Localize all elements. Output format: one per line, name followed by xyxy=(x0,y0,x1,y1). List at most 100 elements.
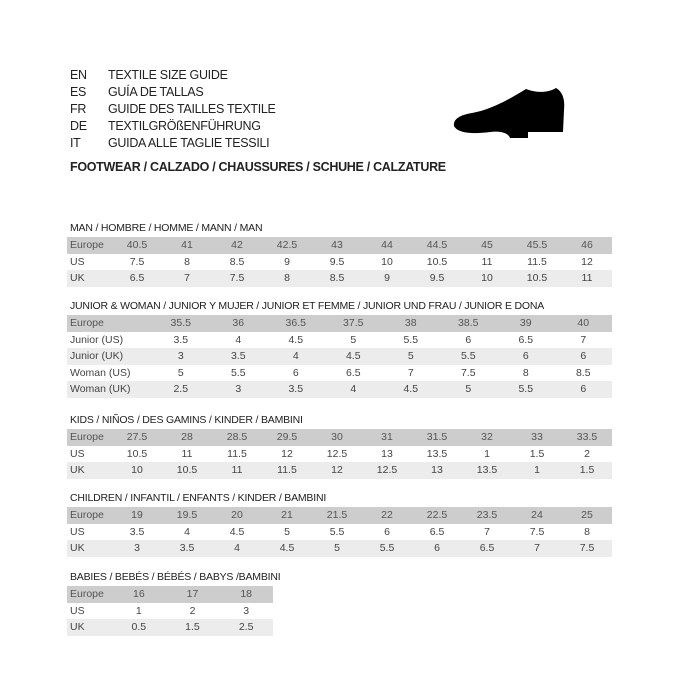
size-cell: 10 xyxy=(112,462,162,479)
size-cell: 7 xyxy=(382,364,440,381)
row-label: Junior (UK) xyxy=(67,348,152,365)
size-table: Europe 27.5 28 28.5 29.5 30 31 31.5 32 33 33.5 US 10… xyxy=(67,429,612,479)
table-row: US 3.5 4 4.5 5 5.5 6 6.5 7 7.5 8 xyxy=(67,523,612,540)
size-cell: 11.5 xyxy=(262,462,312,479)
size-cell: 9.5 xyxy=(312,253,362,270)
size-cell: 39 xyxy=(497,315,555,332)
size-cell: 3.5 xyxy=(267,381,325,398)
table-row: Europe 40.5 41 42 42.5 43 44 44.5 45 45.5 46 xyxy=(67,237,612,254)
size-cell: 11.5 xyxy=(512,253,562,270)
size-cell: 4 xyxy=(324,381,382,398)
size-cell: 7.5 xyxy=(439,364,497,381)
size-cell: 11 xyxy=(462,253,512,270)
size-cell: 6.5 xyxy=(112,270,162,287)
size-cell: 37.5 xyxy=(324,315,382,332)
size-section: MAN / HOMBRE / HOMME / MANN / MAN Europe 4… xyxy=(67,221,612,287)
row-label: Woman (US) xyxy=(67,364,152,381)
size-cell: 22 xyxy=(362,507,412,524)
language-code: EN xyxy=(70,68,87,82)
table-row: Europe 35.5 36 36.5 37.5 38 38.5 39 40 xyxy=(67,315,612,332)
size-cell: 7 xyxy=(512,540,562,557)
size-cell: 8.5 xyxy=(554,364,612,381)
size-cell: 33 xyxy=(512,429,562,446)
size-cell: 13.5 xyxy=(462,462,512,479)
size-cell: 3 xyxy=(219,602,273,619)
section-title: BABIES / BEBÉS / BÉBÉS / BABYS /BAMBINI xyxy=(70,571,281,583)
size-cell: 5.5 xyxy=(382,331,440,348)
section-title: KIDS / NIÑOS / DES GAMINS / KINDER / BAM… xyxy=(70,414,303,426)
size-cell: 4.5 xyxy=(262,540,312,557)
table-row: Europe 16 17 18 xyxy=(67,586,273,603)
size-cell: 28.5 xyxy=(212,429,262,446)
row-label: Europe xyxy=(67,429,112,446)
language-code: ES xyxy=(70,85,87,99)
size-cell: 4 xyxy=(212,540,262,557)
size-cell: 5.5 xyxy=(209,364,267,381)
size-table: Europe 40.5 41 42 42.5 43 44 44.5 45 45.5 46 US 7.5 8… xyxy=(67,237,612,287)
row-label: Junior (US) xyxy=(67,331,152,348)
row-label: UK xyxy=(67,540,112,557)
size-cell: 2 xyxy=(165,602,220,619)
row-label: Europe xyxy=(67,507,112,524)
table-row: US 1 2 3 xyxy=(67,602,273,619)
language-code: DE xyxy=(70,119,87,133)
row-label: Europe xyxy=(67,586,112,603)
row-label: Woman (UK) xyxy=(67,381,152,398)
size-cell: 4.5 xyxy=(267,331,325,348)
size-cell: 36.5 xyxy=(267,315,325,332)
size-cell: 5 xyxy=(152,364,210,381)
table-row: Woman (US) 5 5.5 6 6.5 7 7.5 8 8.5 xyxy=(67,364,612,381)
size-cell: 25 xyxy=(562,507,612,524)
table-row: UK 3 3.5 4 4.5 5 5.5 6 6.5 7 7.5 xyxy=(67,540,612,557)
size-cell: 10.5 xyxy=(112,445,162,462)
size-cell: 24 xyxy=(512,507,562,524)
size-cell: 6.5 xyxy=(412,523,462,540)
size-table: Europe 35.5 36 36.5 37.5 38 38.5 39 40 Junior (US… xyxy=(67,315,612,398)
size-cell: 5 xyxy=(382,348,440,365)
size-cell: 2.5 xyxy=(152,381,210,398)
shoe-icon xyxy=(453,88,565,138)
size-cell: 22.5 xyxy=(412,507,462,524)
size-cell: 35.5 xyxy=(152,315,210,332)
size-cell: 38.5 xyxy=(439,315,497,332)
size-cell: 21.5 xyxy=(312,507,362,524)
language-title: TEXTILE SIZE GUIDE xyxy=(108,68,228,82)
size-section: JUNIOR & WOMAN / JUNIOR Y MUJER / JUNIOR… xyxy=(67,299,612,398)
size-cell: 7.5 xyxy=(512,523,562,540)
size-cell: 16 xyxy=(112,586,166,603)
size-cell: 40.5 xyxy=(112,237,162,254)
language-row-fr: FR GUIDE DES TAILLES TEXTILE xyxy=(70,101,276,118)
size-cell: 1.5 xyxy=(512,445,562,462)
table-row: Woman (UK) 2.5 3 3.5 4 4.5 5 5.5 6 xyxy=(67,381,612,398)
size-cell: 3 xyxy=(112,540,162,557)
size-cell: 27.5 xyxy=(112,429,162,446)
language-title: GUIDA ALLE TAGLIE TESSILI xyxy=(108,136,270,150)
table-row: Junior (US) 3.5 4 4.5 5 5.5 6 6.5 7 xyxy=(67,331,612,348)
size-cell: 8 xyxy=(497,364,555,381)
size-cell: 29.5 xyxy=(262,429,312,446)
size-cell: 11 xyxy=(162,445,212,462)
size-cell: 23.5 xyxy=(462,507,512,524)
size-cell: 19 xyxy=(112,507,162,524)
size-cell: 12 xyxy=(562,253,612,270)
size-cell: 32 xyxy=(462,429,512,446)
size-cell: 12 xyxy=(312,462,362,479)
size-cell: 8 xyxy=(562,523,612,540)
size-cell: 5.5 xyxy=(312,523,362,540)
language-row-es: ES GUÍA DE TALLAS xyxy=(70,84,276,101)
size-cell: 6 xyxy=(439,331,497,348)
size-cell: 45.5 xyxy=(512,237,562,254)
row-label: UK xyxy=(67,619,112,636)
row-label: US xyxy=(67,602,112,619)
size-cell: 10.5 xyxy=(512,270,562,287)
size-cell: 9 xyxy=(262,253,312,270)
size-cell: 8 xyxy=(162,253,212,270)
size-cell: 46 xyxy=(562,237,612,254)
size-cell: 4.5 xyxy=(324,348,382,365)
language-list: EN TEXTILE SIZE GUIDE ES GUÍA DE TALLAS FR… xyxy=(70,67,276,152)
size-cell: 6 xyxy=(554,381,612,398)
size-cell: 9 xyxy=(362,270,412,287)
size-cell: 44 xyxy=(362,237,412,254)
size-cell: 19.5 xyxy=(162,507,212,524)
size-cell: 1 xyxy=(112,602,166,619)
